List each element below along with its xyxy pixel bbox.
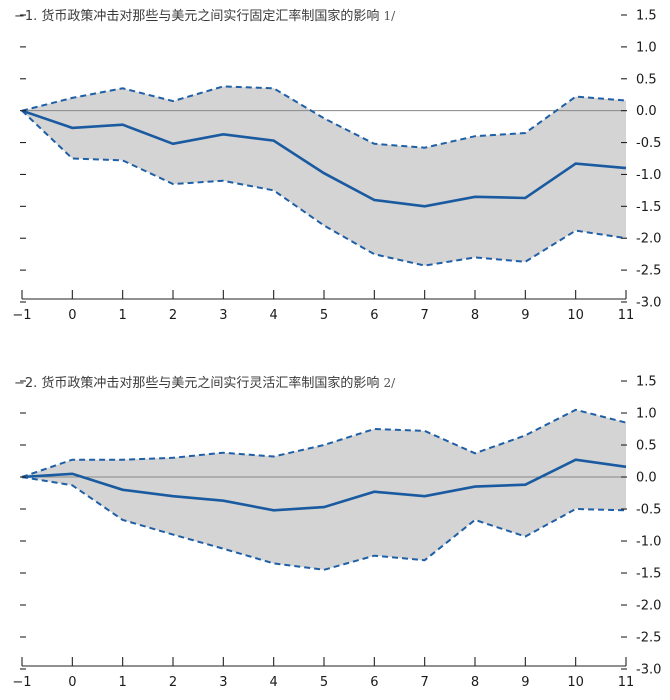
y-tick-label: 0.5 (636, 72, 657, 87)
x-tick-label: 8 (471, 675, 479, 690)
y-tick-label: -0.5 (636, 503, 661, 518)
x-tick-label: 10 (567, 675, 584, 690)
confidence-band (22, 409, 626, 570)
x-tick-label: 0 (68, 675, 76, 690)
x-tick-label: 2 (169, 675, 177, 690)
x-tick-label: 3 (219, 675, 227, 690)
y-tick-label: -1.0 (636, 168, 661, 183)
y-tick-label: -1.5 (636, 200, 661, 215)
y-tick-label: 0.0 (636, 471, 657, 486)
x-tick-label: 4 (270, 675, 278, 690)
y-tick-label: 1.5 (636, 375, 657, 390)
x-tick-label: 3 (219, 308, 227, 323)
y-tick-label: -3.0 (636, 296, 661, 311)
lower-bound-line (21, 476, 627, 571)
x-tick-label: 4 (270, 308, 278, 323)
x-tick-label: 11 (618, 308, 635, 323)
x-tick-label: 7 (421, 308, 429, 323)
y-tick-label: -2.0 (636, 599, 661, 614)
x-tick-label: −1 (12, 308, 31, 323)
y-tick-label: -2.5 (636, 631, 661, 646)
x-tick-label: 8 (471, 308, 479, 323)
y-tick-label: -2.5 (636, 264, 661, 279)
x-tick-label: 5 (320, 675, 328, 690)
confidence-band (22, 86, 626, 266)
y-tick-label: -3.0 (636, 663, 661, 678)
x-tick-label: 10 (567, 308, 584, 323)
point-estimate-line (21, 109, 627, 208)
x-tick-label: 6 (370, 675, 378, 690)
x-tick-label: 9 (521, 308, 529, 323)
x-tick-label: 6 (370, 308, 378, 323)
panel-fixed-exchange-rate: −1. 货币政策冲击对那些与美元之间实行固定汇率制国家的影响 1/ −1 0 1 2 3 4… (12, 8, 661, 323)
x-tick-label: 1 (119, 675, 127, 690)
x-tick-label: 1 (119, 308, 127, 323)
x-tick-label: 7 (421, 675, 429, 690)
y-tick-label: 1.5 (636, 9, 657, 24)
y-tick-label: 0.0 (636, 104, 657, 119)
upper-bound-line (21, 85, 627, 149)
y-tick-label: -1.0 (636, 535, 661, 550)
x-tick-label: 2 (169, 308, 177, 323)
x-tick-label: −1 (12, 675, 31, 690)
y-tick-label: 1.0 (636, 407, 657, 422)
panel-1-title: −1. 货币政策冲击对那些与美元之间实行固定汇率制国家的影响 1/ (14, 8, 396, 24)
y-tick-label: 1.0 (636, 40, 657, 55)
x-tick-label: 5 (320, 308, 328, 323)
panel-2-title: −2. 货币政策冲击对那些与美元之间实行灵活汇率制国家的影响 2/ (14, 375, 396, 391)
x-tick-label: 0 (68, 308, 76, 323)
x-tick-label: 11 (618, 675, 635, 690)
y-tick-label: 0.5 (636, 439, 657, 454)
y-tick-label: -0.5 (636, 136, 661, 151)
x-tick-label: 9 (521, 675, 529, 690)
panel-flexible-exchange-rate: −2. 货币政策冲击对那些与美元之间实行灵活汇率制国家的影响 2/ −1 0 1 2 3 4… (12, 375, 661, 691)
y-tick-label: -1.5 (636, 567, 661, 582)
y-tick-label: -2.0 (636, 232, 661, 247)
point-estimate-line (21, 458, 627, 512)
upper-bound-line (21, 408, 627, 478)
